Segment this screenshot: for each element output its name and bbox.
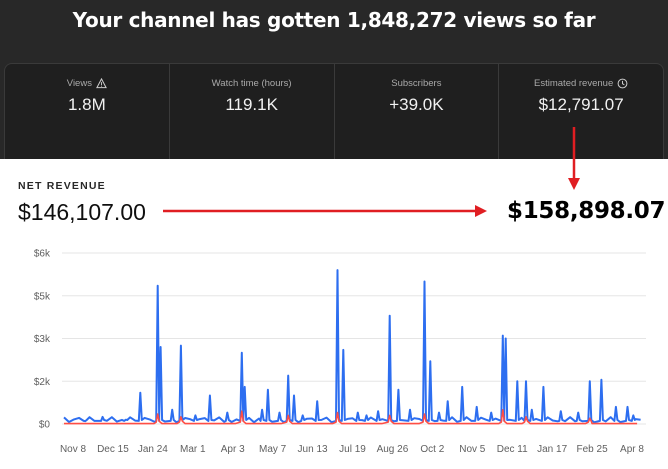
combined-revenue-annotation: $158,898.07	[507, 198, 666, 224]
stats-cards: Views 1.8M Watch time (hours) 119.1K Sub…	[4, 63, 664, 159]
net-revenue-value: $146,107.00	[18, 199, 146, 225]
revenue-series-line	[63, 269, 641, 424]
stat-card-views[interactable]: Views 1.8M	[5, 64, 170, 159]
x-tick-label: May 7	[259, 444, 287, 455]
stat-label-revenue: Estimated revenue	[499, 78, 663, 89]
channel-summary-header: Your channel has gotten 1,848,272 views …	[0, 0, 668, 159]
subscribers-label: Subscribers	[391, 78, 442, 89]
x-tick-label: Aug 26	[377, 444, 409, 455]
x-tick-label: Apr 3	[221, 444, 245, 455]
vertical-arrow-annotation	[568, 127, 580, 190]
watch-time-label: Watch time (hours)	[211, 78, 292, 89]
net-revenue-label: NET REVENUE	[18, 180, 106, 192]
y-tick-label: $5k	[34, 291, 51, 302]
views-value: 1.8M	[67, 95, 106, 114]
watch-time-value: 119.1K	[225, 95, 278, 114]
x-tick-label: Mar 1	[180, 444, 206, 455]
x-tick-label: Apr 8	[620, 444, 644, 455]
x-tick-label: Jul 19	[339, 444, 366, 455]
x-tick-label: Jun 13	[298, 444, 328, 455]
x-tick-label: Jan 17	[537, 444, 567, 455]
views-label: Views	[66, 78, 92, 89]
x-tick-label: Jan 24	[138, 444, 168, 455]
x-tick-label: Dec 15	[97, 444, 129, 455]
y-tick-label: $6k	[34, 249, 51, 260]
stat-card-watch-time[interactable]: Watch time (hours) 119.1K	[170, 64, 335, 159]
subscribers-value: +39.0K	[389, 95, 444, 114]
stat-label-views: Views	[5, 78, 169, 89]
x-tick-label: Feb 25	[577, 444, 609, 455]
y-tick-label: $0	[39, 420, 51, 431]
horizontal-arrow-annotation	[163, 205, 487, 217]
y-tick-label: $3k	[34, 334, 51, 345]
warning-icon	[96, 78, 107, 89]
clock-icon	[617, 78, 628, 89]
stat-card-revenue[interactable]: Estimated revenue $12,791.07	[499, 64, 663, 159]
views-headline: Your channel has gotten 1,848,272 views …	[72, 8, 596, 32]
revenue-value: $12,791.07	[538, 95, 624, 114]
x-tick-label: Dec 11	[497, 444, 528, 455]
y-tick-label: $2k	[34, 377, 51, 388]
net-revenue-chart: $0 $2k $3k $5k $6k Nov 8 Dec 15 Jan 24 Mar 1 Apr …	[34, 249, 646, 455]
revenue-label: Estimated revenue	[534, 78, 614, 89]
x-tick-label: Nov 8	[60, 444, 87, 455]
stat-card-subscribers[interactable]: Subscribers +39.0K	[335, 64, 500, 159]
secondary-series-line	[64, 409, 638, 425]
x-tick-label: Oct 2	[420, 444, 444, 455]
x-tick-label: Nov 5	[459, 444, 486, 455]
